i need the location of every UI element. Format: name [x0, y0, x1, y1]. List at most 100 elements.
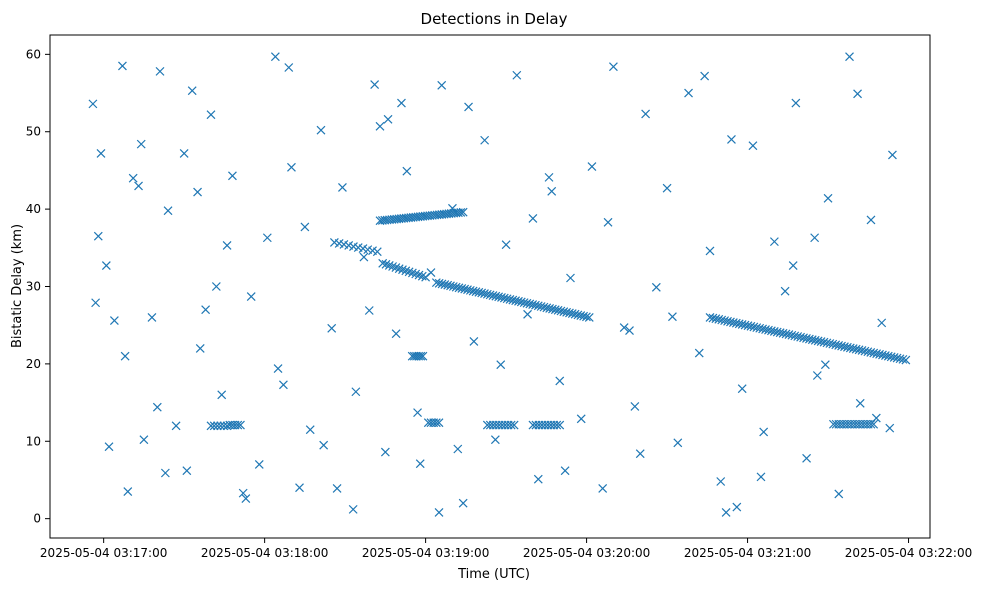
data-point — [641, 109, 651, 119]
data-point — [375, 121, 385, 131]
data-point — [888, 150, 897, 160]
data-point — [319, 440, 329, 450]
x-axis-label: Time (UTC) — [457, 567, 530, 582]
data-point — [351, 387, 361, 397]
data-point — [855, 398, 865, 408]
data-point — [409, 351, 419, 361]
y-axis-label: Bistatic Delay (km) — [10, 224, 25, 348]
data-point — [120, 351, 130, 361]
plot-frame — [49, 34, 931, 539]
data-point — [866, 215, 876, 225]
data-point — [721, 508, 731, 517]
data-point — [381, 259, 391, 269]
data-point — [414, 270, 424, 280]
data-point — [662, 183, 672, 193]
data-point — [810, 233, 820, 243]
data-point — [488, 291, 498, 300]
data-point — [448, 282, 458, 291]
data-point — [348, 504, 358, 514]
y-tick-label: 40 — [26, 202, 41, 216]
data-point — [163, 206, 173, 216]
data-point — [482, 289, 492, 299]
data-point — [651, 282, 661, 292]
data-point — [587, 162, 597, 171]
data-point — [364, 306, 374, 315]
data-point — [411, 269, 421, 279]
data-point — [407, 351, 417, 361]
data-point — [898, 354, 908, 364]
data-point — [316, 125, 326, 135]
data-point — [193, 187, 202, 197]
y-tick-label: 10 — [26, 434, 41, 448]
data-point — [372, 247, 382, 257]
data-point — [128, 173, 138, 183]
data-point — [877, 318, 887, 328]
data-point — [490, 435, 500, 445]
data-point — [668, 312, 677, 322]
data-point — [212, 421, 222, 431]
y-tick-label: 30 — [26, 280, 41, 294]
data-point — [820, 360, 830, 370]
data-point — [802, 453, 812, 463]
data-point — [499, 293, 509, 303]
data-point — [545, 304, 555, 313]
data-point — [440, 280, 450, 289]
data-point — [254, 460, 264, 469]
data-point — [584, 313, 594, 322]
data-point — [134, 181, 143, 191]
data-point — [139, 435, 149, 445]
data-point — [434, 418, 444, 428]
data-point — [206, 110, 216, 120]
data-point — [300, 222, 310, 232]
data-point — [123, 487, 133, 496]
data-point — [522, 298, 532, 308]
data-point — [501, 240, 511, 250]
data-point — [222, 241, 232, 250]
data-point — [118, 61, 127, 71]
data-point — [378, 258, 388, 268]
data-point — [737, 384, 747, 394]
data-points — [88, 52, 911, 517]
data-point — [512, 70, 522, 80]
data-point — [233, 420, 243, 430]
data-point — [152, 402, 162, 412]
data-point — [511, 296, 521, 306]
data-point — [716, 477, 726, 486]
data-point — [494, 292, 504, 302]
data-point — [147, 313, 157, 322]
y-tick-label: 50 — [26, 125, 41, 139]
data-point — [418, 351, 428, 361]
data-point — [434, 508, 444, 517]
data-point — [206, 421, 216, 431]
data-point — [401, 266, 411, 276]
data-point — [187, 86, 197, 96]
data-point — [497, 293, 506, 302]
data-point — [508, 295, 518, 305]
data-point — [201, 305, 211, 315]
data-point — [598, 484, 608, 493]
data-point — [211, 282, 221, 291]
data-point — [635, 449, 645, 459]
data-point — [241, 494, 251, 503]
data-point — [555, 420, 565, 430]
data-point — [567, 309, 577, 319]
data-point — [556, 306, 566, 316]
data-point — [823, 193, 833, 203]
y-tick-label: 20 — [26, 357, 41, 371]
data-point — [454, 283, 464, 293]
data-point — [845, 52, 854, 62]
data-point — [544, 172, 554, 182]
data-point — [514, 296, 523, 306]
data-point — [327, 323, 337, 333]
data-point — [496, 360, 506, 370]
data-point — [388, 262, 398, 271]
data-point — [88, 99, 98, 109]
data-point — [608, 62, 618, 72]
data-point — [416, 351, 426, 361]
data-point — [560, 466, 570, 476]
data-point — [136, 139, 146, 149]
data-point — [548, 304, 557, 314]
data-point — [528, 213, 538, 223]
data-point — [553, 305, 563, 315]
